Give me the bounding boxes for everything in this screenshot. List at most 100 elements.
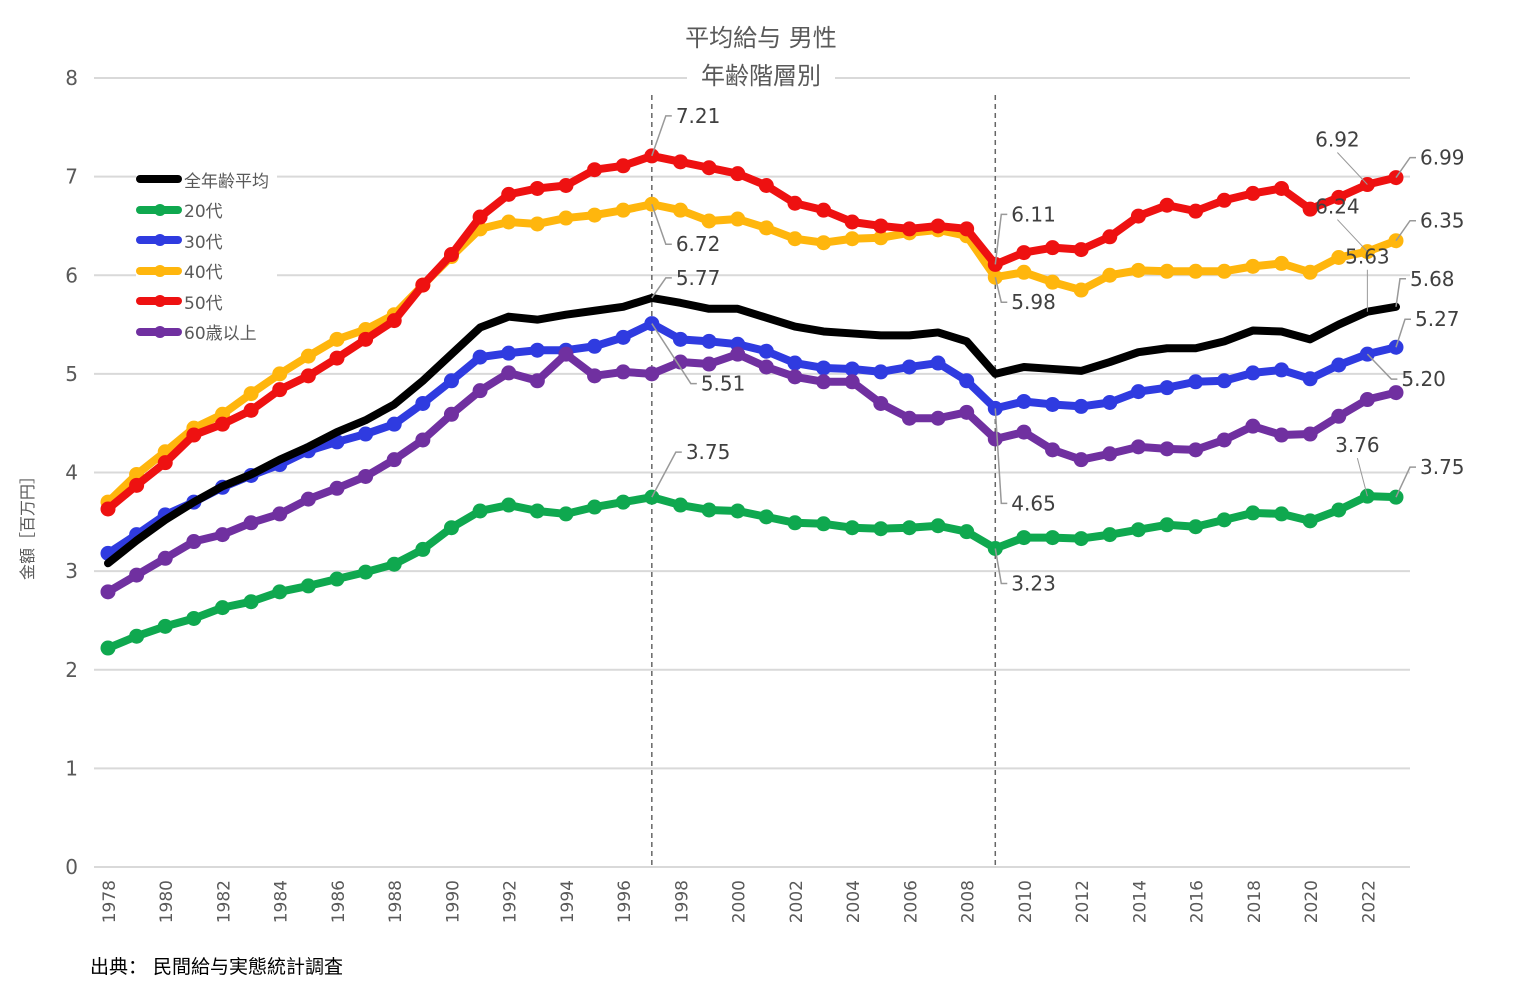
- data-point: [501, 345, 517, 361]
- data-label: 7.21: [676, 104, 721, 128]
- data-point: [129, 628, 145, 644]
- data-point: [1245, 365, 1261, 381]
- data-point: [873, 364, 889, 380]
- data-point: [1302, 201, 1318, 217]
- data-point: [272, 382, 288, 398]
- series-line: [104, 293, 1400, 568]
- data-point: [672, 497, 688, 513]
- legend-label: 30代: [184, 232, 223, 253]
- data-point: [959, 524, 975, 540]
- legend-label: 全年齢平均: [184, 171, 269, 192]
- x-tick-label: 2014: [1130, 880, 1150, 923]
- data-point: [472, 349, 488, 365]
- series-line: [104, 350, 1400, 596]
- data-point: [1016, 264, 1032, 280]
- data-point: [100, 584, 116, 600]
- x-tick-label: 2006: [901, 880, 921, 923]
- data-point: [615, 202, 631, 218]
- data-point: [816, 235, 832, 251]
- data-label: 5.27: [1415, 307, 1460, 331]
- data-point: [1073, 398, 1089, 414]
- legend-swatch: [136, 264, 182, 277]
- x-tick-label: 2016: [1188, 880, 1208, 923]
- data-point: [1274, 506, 1290, 522]
- leader-line: [994, 408, 1008, 505]
- legend: 全年齢平均 20代 30代 40代 50代 60歳以上: [136, 162, 277, 349]
- legend-label: 60歳以上: [184, 324, 257, 345]
- data-point: [930, 355, 946, 371]
- legend-swatch: [136, 175, 182, 184]
- data-point: [787, 231, 803, 247]
- data-point: [358, 331, 374, 347]
- data-point: [1274, 255, 1290, 271]
- legend-label: 20代: [184, 202, 223, 223]
- legend-marker: [154, 264, 166, 277]
- data-point: [644, 366, 660, 382]
- chart-subtitle: 年齢階層別: [0, 56, 1522, 91]
- leader-line: [651, 323, 697, 385]
- data-point: [1188, 203, 1204, 219]
- data-point: [1102, 446, 1118, 462]
- data-point: [329, 331, 345, 347]
- data-point: [873, 395, 889, 411]
- data-point: [672, 154, 688, 170]
- data-point: [1159, 197, 1175, 213]
- data-point: [1274, 180, 1290, 196]
- reference-lines: [651, 95, 997, 867]
- data-point: [386, 452, 402, 468]
- data-point: [129, 477, 145, 493]
- data-point: [730, 346, 746, 362]
- data-point: [272, 506, 288, 522]
- x-tick-label: 2018: [1245, 880, 1265, 923]
- x-tick-label: 1986: [329, 880, 349, 923]
- data-point: [329, 350, 345, 366]
- data-point: [1188, 263, 1204, 279]
- y-tick-label: 1: [65, 756, 78, 780]
- data-point: [1159, 380, 1175, 396]
- data-point: [358, 426, 374, 442]
- data-point: [415, 541, 431, 557]
- data-point: [329, 480, 345, 496]
- data-point: [501, 365, 517, 381]
- leader-line: [1356, 458, 1368, 497]
- data-point: [1016, 245, 1032, 261]
- data-point: [386, 313, 402, 329]
- y-tick-label: 7: [65, 165, 78, 189]
- series-全年齢平均: [104, 293, 1400, 568]
- legend-marker: [154, 203, 166, 216]
- data-point: [1188, 519, 1204, 535]
- data-point: [930, 410, 946, 426]
- x-tick-label: 1984: [272, 880, 292, 923]
- data-point: [816, 360, 832, 376]
- y-axis-ticks: 0 1 2 3 4 5 6 7 8: [65, 66, 78, 879]
- data-point: [300, 491, 316, 507]
- data-point: [558, 210, 574, 226]
- data-point: [1073, 282, 1089, 298]
- legend-item: 全年齢平均: [136, 164, 269, 195]
- data-label: 3.76: [1335, 433, 1380, 457]
- data-label: 5.20: [1401, 367, 1446, 391]
- data-point: [243, 386, 259, 402]
- data-point: [587, 162, 603, 178]
- leader-line: [651, 115, 672, 157]
- data-point: [1016, 530, 1032, 546]
- data-label: 4.65: [1011, 491, 1056, 515]
- x-tick-label: 1980: [157, 880, 177, 923]
- y-tick-label: 0: [65, 855, 78, 879]
- series-60歳以上: [100, 346, 1404, 600]
- leader-line: [651, 203, 672, 245]
- data-point: [587, 499, 603, 515]
- data-point: [587, 368, 603, 384]
- data-point: [529, 342, 545, 358]
- data-point: [1245, 258, 1261, 274]
- leader-line: [994, 548, 1008, 585]
- x-tick-label: 2002: [787, 880, 807, 923]
- legend-item: 30代: [136, 225, 269, 256]
- data-point: [243, 402, 259, 418]
- data-point: [901, 410, 917, 426]
- data-point: [1159, 517, 1175, 533]
- data-point: [186, 427, 202, 443]
- data-point: [501, 497, 517, 513]
- data-point: [901, 359, 917, 375]
- data-point: [1302, 426, 1318, 442]
